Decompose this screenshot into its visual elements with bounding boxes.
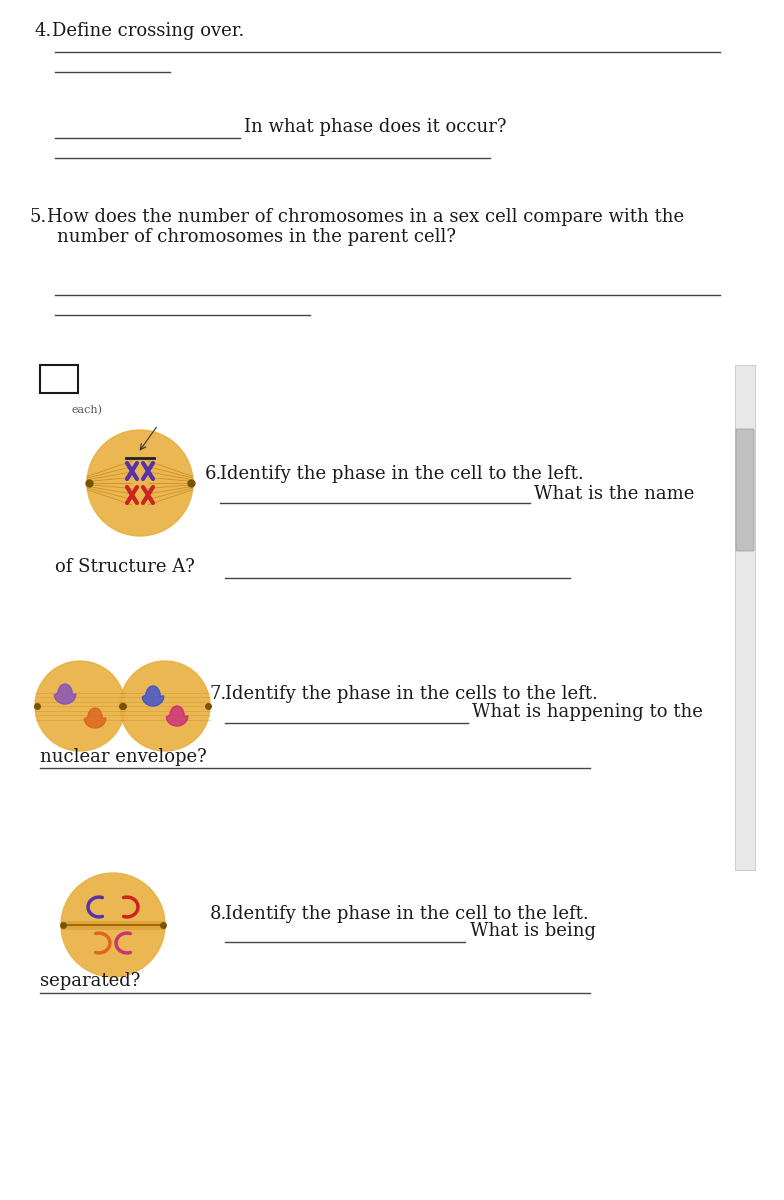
Text: In what phase does it occur?: In what phase does it occur? — [244, 118, 506, 136]
Polygon shape — [84, 708, 106, 728]
Circle shape — [120, 661, 210, 751]
FancyBboxPatch shape — [40, 365, 78, 392]
Text: 5.: 5. — [30, 208, 47, 226]
Text: separated?: separated? — [40, 972, 140, 990]
Text: A: A — [52, 367, 67, 385]
Text: 6.: 6. — [205, 464, 223, 482]
FancyBboxPatch shape — [735, 365, 755, 870]
Text: number of chromosomes in the parent cell?: number of chromosomes in the parent cell… — [57, 228, 456, 246]
Text: Identify the phase in the cell to the left.: Identify the phase in the cell to the le… — [225, 905, 589, 923]
Text: What is happening to the: What is happening to the — [472, 703, 703, 721]
Text: Identify the phase in the cells to the left.: Identify the phase in the cells to the l… — [225, 685, 598, 703]
Text: What is being: What is being — [470, 922, 596, 940]
Circle shape — [87, 430, 193, 536]
Text: nuclear envelope?: nuclear envelope? — [40, 748, 207, 766]
Text: 4.: 4. — [35, 22, 53, 40]
Circle shape — [61, 874, 165, 977]
Polygon shape — [166, 706, 188, 726]
Text: Define crossing over.: Define crossing over. — [52, 22, 245, 40]
Text: What is the name: What is the name — [534, 485, 695, 503]
Circle shape — [35, 661, 125, 751]
FancyBboxPatch shape — [736, 428, 754, 551]
Text: How does the number of chromosomes in a sex cell compare with the: How does the number of chromosomes in a … — [47, 208, 684, 226]
Text: Identify the phase in the cell to the left.: Identify the phase in the cell to the le… — [220, 464, 584, 482]
Polygon shape — [142, 686, 164, 706]
Text: 7.: 7. — [210, 685, 227, 703]
Polygon shape — [54, 684, 76, 704]
Text: each): each) — [72, 404, 103, 415]
Text: of Structure A?: of Structure A? — [55, 558, 195, 576]
Text: 8.: 8. — [210, 905, 227, 923]
